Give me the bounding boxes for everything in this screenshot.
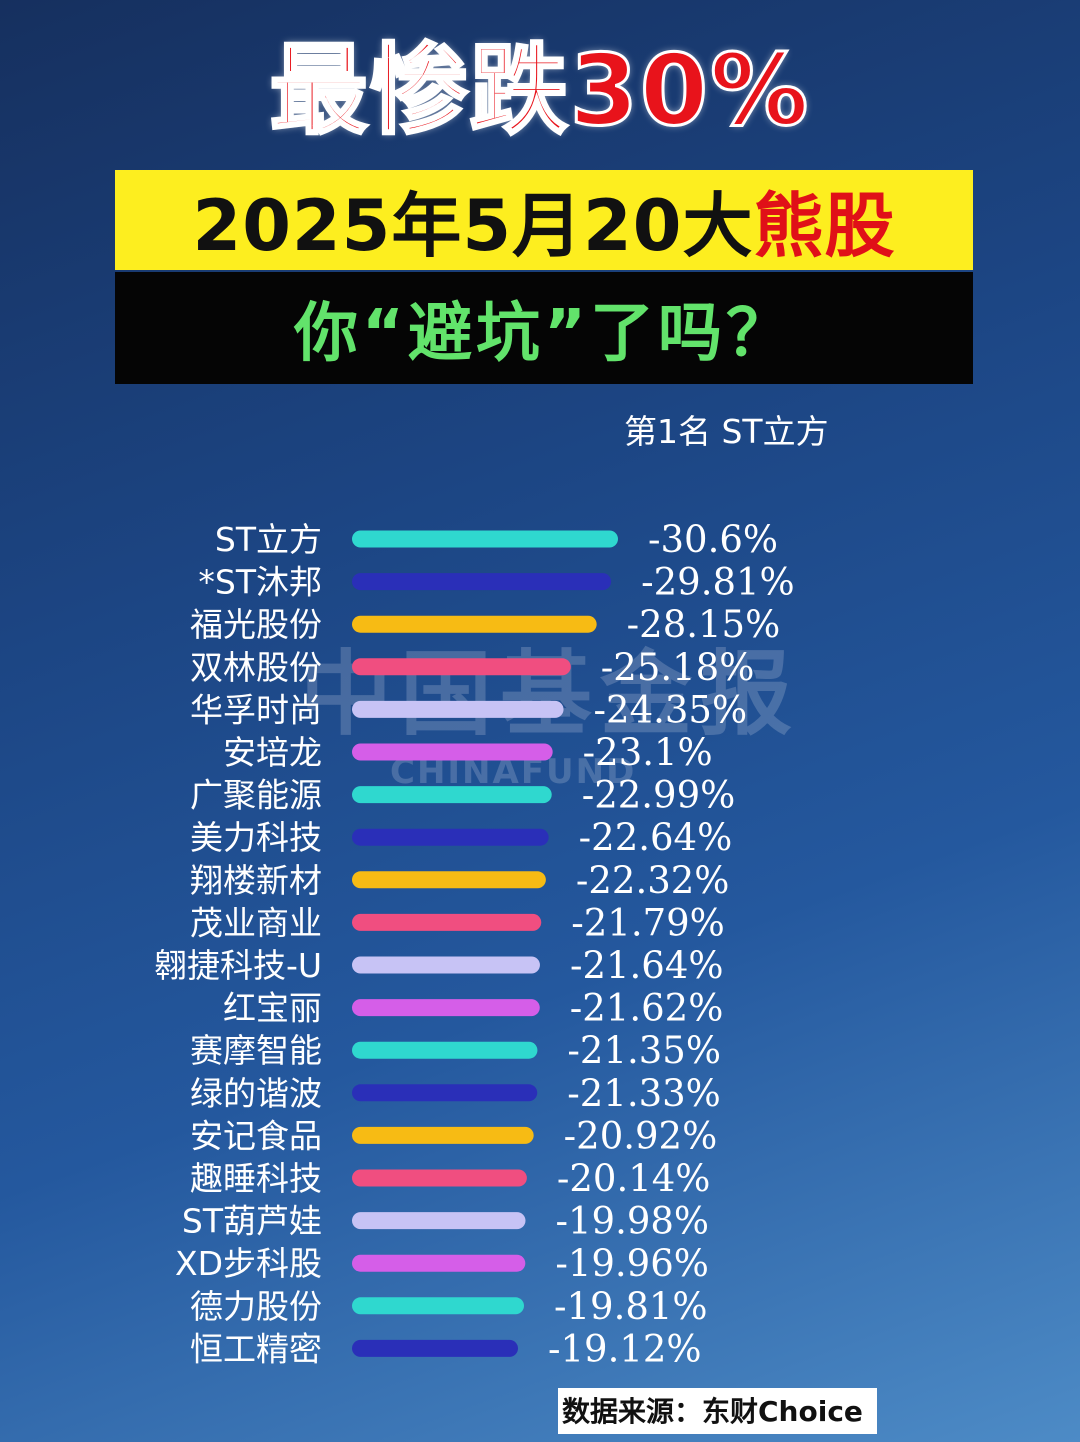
value-label: -20.14% (557, 1157, 711, 1200)
value-label: -28.15% (627, 603, 781, 646)
category-label: ST葫芦娃 (182, 1202, 322, 1241)
value-label: -21.64% (570, 944, 724, 987)
bar (352, 615, 597, 633)
value-label: -21.33% (567, 1072, 721, 1115)
bar (352, 828, 549, 846)
subtitle-accent: 熊股 (753, 184, 896, 267)
category-label: 广聚能源 (190, 776, 322, 815)
bar (352, 700, 564, 718)
value-label: -21.62% (570, 987, 724, 1030)
category-label: 趣睡科技 (190, 1159, 322, 1198)
value-label: -23.1% (583, 731, 713, 774)
bar (352, 743, 553, 761)
category-label: 美力科技 (190, 818, 322, 857)
category-label: 翱捷科技-U (154, 946, 322, 985)
value-label: -19.81% (554, 1285, 708, 1328)
value-label: -22.64% (579, 816, 733, 859)
bar (352, 956, 540, 974)
category-label: 华孚时尚 (190, 690, 322, 729)
category-label: 赛摩智能 (190, 1031, 322, 1070)
bar (352, 530, 618, 548)
category-label: 翔楼新材 (190, 861, 322, 900)
category-label: 红宝丽 (223, 989, 322, 1028)
bar (352, 871, 546, 889)
category-label: 安记食品 (190, 1116, 322, 1155)
category-label: 德力股份 (190, 1287, 322, 1326)
category-label: *ST沐邦 (198, 563, 322, 602)
bar (352, 1041, 538, 1059)
category-label: XD步科股 (175, 1244, 322, 1283)
value-label: -21.79% (571, 901, 725, 944)
bar (352, 658, 571, 676)
value-label: -24.35% (594, 688, 748, 731)
category-label: 福光股份 (190, 605, 322, 644)
value-label: -30.6% (648, 518, 778, 561)
rank-note: 第1名 ST立方 (624, 412, 829, 451)
subtitle-banner: 2025年5月20大 熊股 (115, 170, 973, 270)
category-label: ST立方 (215, 520, 322, 559)
tagline: 你“避坑”了吗？ (293, 297, 795, 371)
bar (352, 1339, 518, 1357)
category-label: 茂业商业 (190, 903, 322, 942)
value-label: -29.81% (641, 561, 795, 604)
value-label: -22.99% (582, 774, 736, 817)
bar (352, 1169, 527, 1187)
tagline-banner: 你“避坑”了吗？ (115, 272, 973, 384)
bar (352, 1212, 526, 1230)
value-label: -19.12% (548, 1327, 702, 1370)
data-source: 数据来源：东财Choice (558, 1388, 877, 1434)
value-label: -19.96% (555, 1242, 709, 1285)
value-label: -21.35% (567, 1029, 721, 1072)
bar (352, 1254, 526, 1272)
bar (352, 1126, 534, 1144)
value-label: -19.98% (555, 1200, 709, 1243)
bar (352, 913, 542, 931)
value-label: -22.32% (576, 859, 730, 902)
bar (352, 999, 540, 1017)
value-label: -20.92% (564, 1114, 718, 1157)
value-label: -25.18% (601, 646, 755, 689)
category-label: 安培龙 (223, 733, 322, 772)
bar (352, 573, 612, 591)
bar (352, 1297, 525, 1315)
category-label: 双林股份 (190, 648, 322, 687)
headline: 最惨跌30% (268, 34, 811, 148)
category-label: 恒工精密 (190, 1329, 322, 1368)
bar (352, 1084, 538, 1102)
category-label: 绿的谐波 (190, 1074, 322, 1113)
subtitle-main: 2025年5月20大 (192, 184, 754, 267)
bar (352, 786, 552, 804)
